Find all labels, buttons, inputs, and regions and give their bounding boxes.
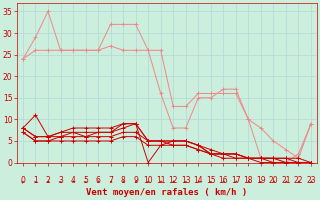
X-axis label: Vent moyen/en rafales ( km/h ): Vent moyen/en rafales ( km/h ): [86, 188, 248, 197]
